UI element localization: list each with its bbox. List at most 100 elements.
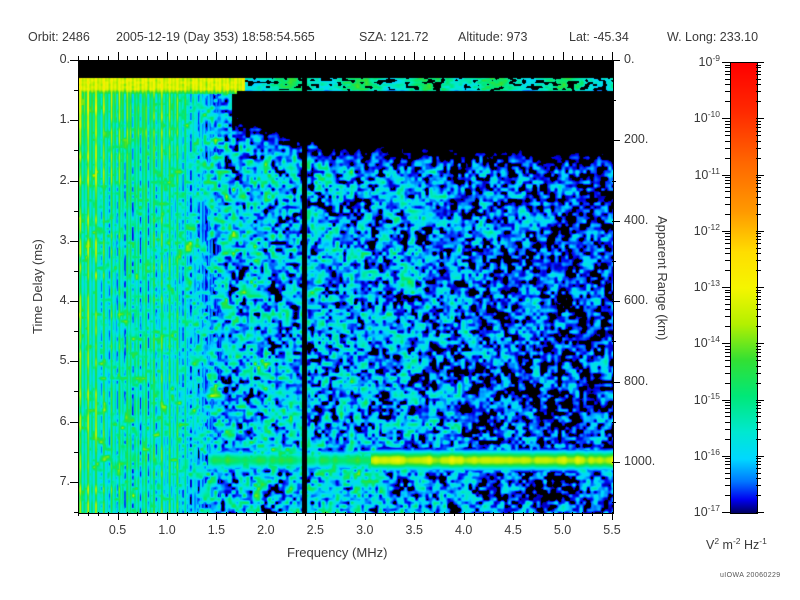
colorbar-minor-tick [725,101,730,103]
y-axis-left-tick-label: 6. [59,413,70,428]
y-axis-left-minor-tick [74,210,78,212]
colorbar-minor-tick [725,64,730,66]
colorbar-major-tick [722,287,730,288]
colorbar-minor-tick [725,243,730,245]
colorbar-tick-label: 10-16 [693,446,720,463]
x-axis-minor-tick [483,512,485,516]
x-axis-major-tick-top [562,52,564,60]
x-axis-minor-tick [285,512,287,516]
colorbar-minor-tick [725,78,730,80]
colorbar-tick-label: 10-10 [693,109,720,126]
x-axis-minor-tick-top [384,56,386,60]
y-axis-left-major-tick [70,361,78,363]
header-altitude: Altitude: 973 [458,30,528,44]
y-axis-left-major-tick [70,60,78,61]
x-axis-minor-tick [424,512,426,516]
x-axis-minor-tick-top [354,56,356,60]
y-axis-right-tick-label: 1000. [624,454,656,469]
colorbar-minor-tick [725,348,730,350]
x-axis-minor-tick [137,512,139,516]
colorbar-minor-tick [725,233,730,235]
x-axis-minor-tick-top [305,56,307,60]
x-axis-minor-tick [196,512,198,516]
x-axis-minor-tick-top [582,56,584,60]
x-axis-minor-tick-top [87,56,89,60]
colorbar-gradient [731,63,757,513]
x-axis-minor-tick-top [256,56,257,60]
y-axis-right-major-tick [612,220,620,222]
colorbar-minor-tick [725,126,730,128]
x-axis-minor-tick [157,512,159,516]
x-axis-minor-tick-top [246,56,248,60]
x-axis-minor-tick-top [97,56,99,60]
x-axis-major-tick [513,512,515,520]
x-axis-minor-tick-top [295,56,297,60]
x-axis-minor-tick [384,512,386,516]
y-axis-right-major-tick [612,381,620,383]
colorbar-minor-tick-right [756,292,761,294]
x-axis-major-tick-top [513,52,515,60]
colorbar-minor-tick-right [756,360,761,362]
colorbar-major-tick-right [756,512,764,513]
x-axis-minor-tick [147,512,149,516]
y-axis-left-tick-label: 7. [59,473,70,488]
colorbar-minor-tick-right [756,84,761,86]
colorbar-minor-tick-right [756,365,761,367]
x-axis-minor-tick [246,512,248,516]
x-axis-minor-tick [602,512,604,516]
colorbar-minor-tick-right [756,495,761,497]
x-axis-major-tick-top [117,52,119,60]
colorbar-minor-tick [725,289,730,291]
x-axis-tick-label: 3.5 [405,523,423,537]
colorbar-minor-tick [725,260,730,262]
x-axis-minor-tick [394,512,396,516]
colorbar-minor-tick-right [756,326,761,328]
y-axis-right-tick-label: 800. [624,373,649,388]
x-axis-minor-tick-top [503,56,505,60]
x-axis-minor-tick-top [374,56,376,60]
x-axis-minor-tick-top [394,56,396,60]
colorbar-minor-tick-right [756,186,761,188]
y-axis-right-tick-label: 0. [624,52,635,66]
colorbar-minor-tick [725,478,730,480]
header-orbit: Orbit: 2486 [28,30,90,44]
y-axis-left-minor-tick [74,331,78,333]
x-axis-minor-tick [226,512,228,516]
colorbar-major-tick [722,455,730,457]
x-axis-major-tick [463,512,465,520]
x-axis-minor-tick [78,512,79,516]
x-axis-minor-tick-top [483,56,485,60]
x-axis-minor-tick-top [275,56,277,60]
colorbar-minor-tick-right [756,464,761,466]
colorbar-minor-tick-right [756,461,761,463]
x-axis-minor-tick-top [434,56,435,60]
colorbar-minor-tick-right [756,472,761,474]
x-axis-minor-tick [572,512,574,516]
x-axis-minor-tick [107,512,109,516]
colorbar-minor-tick-right [756,203,761,205]
colorbar-minor-tick [725,326,730,328]
colorbar-minor-tick-right [756,355,761,357]
x-axis-minor-tick-top [226,56,228,60]
x-axis-major-tick [216,512,218,520]
x-axis-minor-tick [493,512,495,516]
x-axis-major-tick [265,512,267,520]
colorbar-minor-tick-right [756,64,761,66]
colorbar-minor-tick-right [756,140,761,142]
x-axis-tick-label: 1.5 [207,523,226,537]
x-axis-minor-tick [206,512,208,516]
y-axis-right-major-tick [612,301,620,303]
colorbar-minor-tick [725,70,730,72]
x-axis-major-tick [414,512,416,520]
colorbar-major-tick-right [756,455,764,457]
x-axis-minor-tick [552,512,554,516]
colorbar-tick-label: 10-12 [693,221,720,238]
colorbar-units-label: V2 m-2 Hz-1 [706,536,767,553]
colorbar-minor-tick-right [756,299,761,301]
colorbar-minor-tick-right [756,309,761,311]
y-axis-left-minor-tick [74,90,78,92]
colorbar-minor-tick-right [756,411,761,413]
colorbar-minor-tick-right [756,213,761,215]
colorbar-minor-tick-right [756,101,761,103]
colorbar-minor-tick [725,295,730,297]
